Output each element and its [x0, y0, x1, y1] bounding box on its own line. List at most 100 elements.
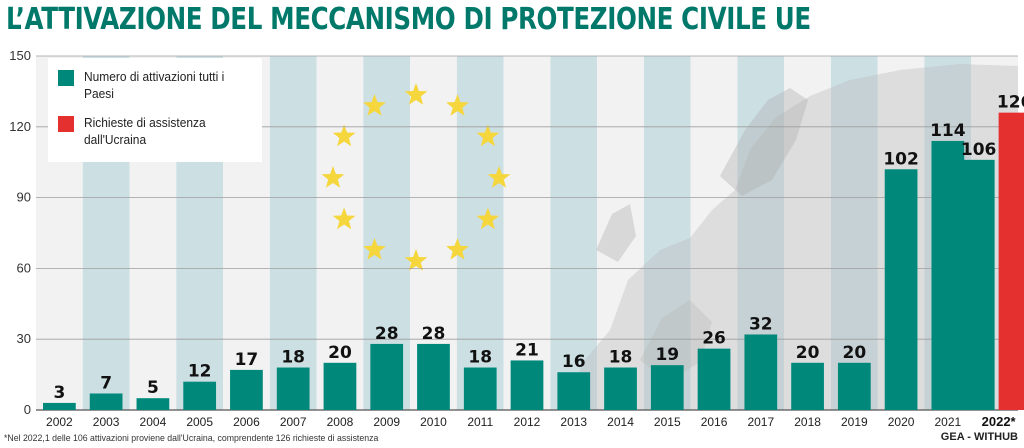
value-label: 7 [100, 373, 112, 393]
x-tick-label: 2010 [420, 415, 447, 429]
eu-star [332, 124, 356, 147]
x-tick-label: 2018 [794, 415, 821, 429]
legend-item-ukraine: Richieste di assistenza dall'Ucraina [58, 114, 254, 148]
bar-all-countries [557, 372, 591, 410]
x-tick-label: 2009 [373, 415, 400, 429]
eu-star [363, 237, 386, 260]
value-label: 16 [562, 352, 586, 372]
legend-item-all-countries: Numero di attivazioni tutti i Paesi [58, 68, 254, 102]
x-tick-label: 2016 [701, 415, 728, 429]
bar-all-countries [931, 140, 965, 410]
bar-all-countries [183, 381, 217, 410]
value-label: 28 [375, 324, 399, 344]
x-tick-label: 2019 [841, 415, 868, 429]
value-label: 18 [281, 348, 305, 368]
x-tick-label: 2015 [654, 415, 681, 429]
bar-all-countries [837, 362, 871, 410]
value-label: 32 [749, 314, 773, 334]
value-label: 26 [702, 329, 726, 349]
value-label: 28 [422, 324, 446, 344]
bar-all-countries [43, 402, 76, 410]
value-label: 12 [188, 362, 212, 382]
value-label: 18 [468, 348, 492, 368]
x-tick-label: 2012 [514, 415, 541, 429]
bar-all-countries [884, 169, 918, 410]
x-tick-label: 2006 [233, 415, 260, 429]
eu-star [404, 83, 428, 105]
legend-swatch-ukraine [58, 116, 74, 132]
background-band [550, 56, 598, 410]
legend: Numero di attivazioni tutti i Paesi Rich… [48, 58, 262, 162]
value-label: 21 [515, 340, 539, 360]
bar-all-countries [744, 334, 778, 410]
value-label: 102 [883, 149, 919, 169]
eu-star [476, 207, 500, 230]
y-axis: 0 30 60 90 120 150 [9, 48, 31, 417]
x-tick-label: 2014 [607, 415, 634, 429]
bar-all-countries [604, 367, 637, 410]
bar-all-countries [136, 398, 170, 410]
value-label: 20 [842, 343, 866, 363]
x-tick-label: 2002 [46, 415, 73, 429]
value-label: 17 [235, 350, 259, 370]
x-axis: 2002 2003 2004 2005 2006 2007 2008 2009 2010 2011… [46, 414, 1017, 429]
y-tick-label: 90 [17, 190, 31, 205]
background-band [503, 56, 551, 410]
y-tick-label: 150 [9, 48, 31, 63]
background-band [784, 56, 831, 410]
bar-all-countries [463, 367, 497, 410]
eu-star [476, 124, 500, 147]
bar-all-countries [323, 362, 357, 410]
background-band [597, 56, 644, 410]
map-landmass [640, 300, 712, 382]
value-label: 20 [796, 343, 820, 363]
x-tick-label: 2013 [560, 415, 587, 429]
chart-title: L’ATTIVAZIONE DEL MECCANISMO DI PROTEZIO… [6, 2, 811, 37]
background-band [830, 56, 878, 410]
x-tick-label: 2003 [93, 415, 120, 429]
x-tick-label: 2011 [467, 415, 493, 429]
legend-label: Richieste di assistenza dall'Ucraina [84, 115, 206, 147]
eu-stars-decoration [321, 83, 511, 271]
bar-all-countries [89, 393, 123, 410]
map-landmass [596, 204, 636, 262]
bars [43, 112, 1024, 410]
value-label: 126 [997, 93, 1024, 113]
background-band [316, 56, 364, 410]
y-tick-label: 60 [17, 260, 31, 275]
eu-star [321, 166, 345, 188]
value-label: 19 [655, 345, 679, 365]
eu-star [332, 207, 356, 230]
bar-all-countries [697, 348, 731, 410]
legend-swatch-all-countries [58, 70, 74, 86]
footnote: *Nel 2022,1 delle 106 attivazioni provie… [4, 433, 379, 444]
background-band [269, 56, 317, 410]
background-band [643, 56, 691, 410]
source-credit: GEA - WITHUB [940, 431, 1018, 443]
eu-star [363, 94, 386, 116]
value-label: 106 [961, 140, 997, 160]
value-label: 5 [147, 378, 159, 398]
eu-star [446, 94, 469, 116]
value-label: 18 [609, 348, 633, 368]
value-label: 3 [53, 383, 65, 403]
bar-all-countries [962, 159, 995, 410]
map-landmass [720, 88, 808, 196]
value-label: 114 [930, 121, 966, 141]
x-tick-label: 2021 [935, 415, 962, 429]
background-band [456, 56, 504, 410]
x-tick-label: 2017 [747, 415, 774, 429]
bar-all-countries [417, 343, 450, 410]
x-tick-label: 2008 [327, 415, 354, 429]
eu-star [487, 166, 511, 188]
x-tick-label: 2022* [982, 414, 1017, 429]
y-tick-label: 120 [9, 119, 31, 134]
eu-star [446, 237, 469, 260]
y-tick-label: 30 [17, 331, 31, 346]
legend-label: Numero di attivazioni tutti i Paesi [84, 69, 225, 101]
y-tick-label: 0 [24, 402, 31, 417]
bar-ukraine [998, 112, 1024, 410]
eu-star [404, 249, 428, 271]
